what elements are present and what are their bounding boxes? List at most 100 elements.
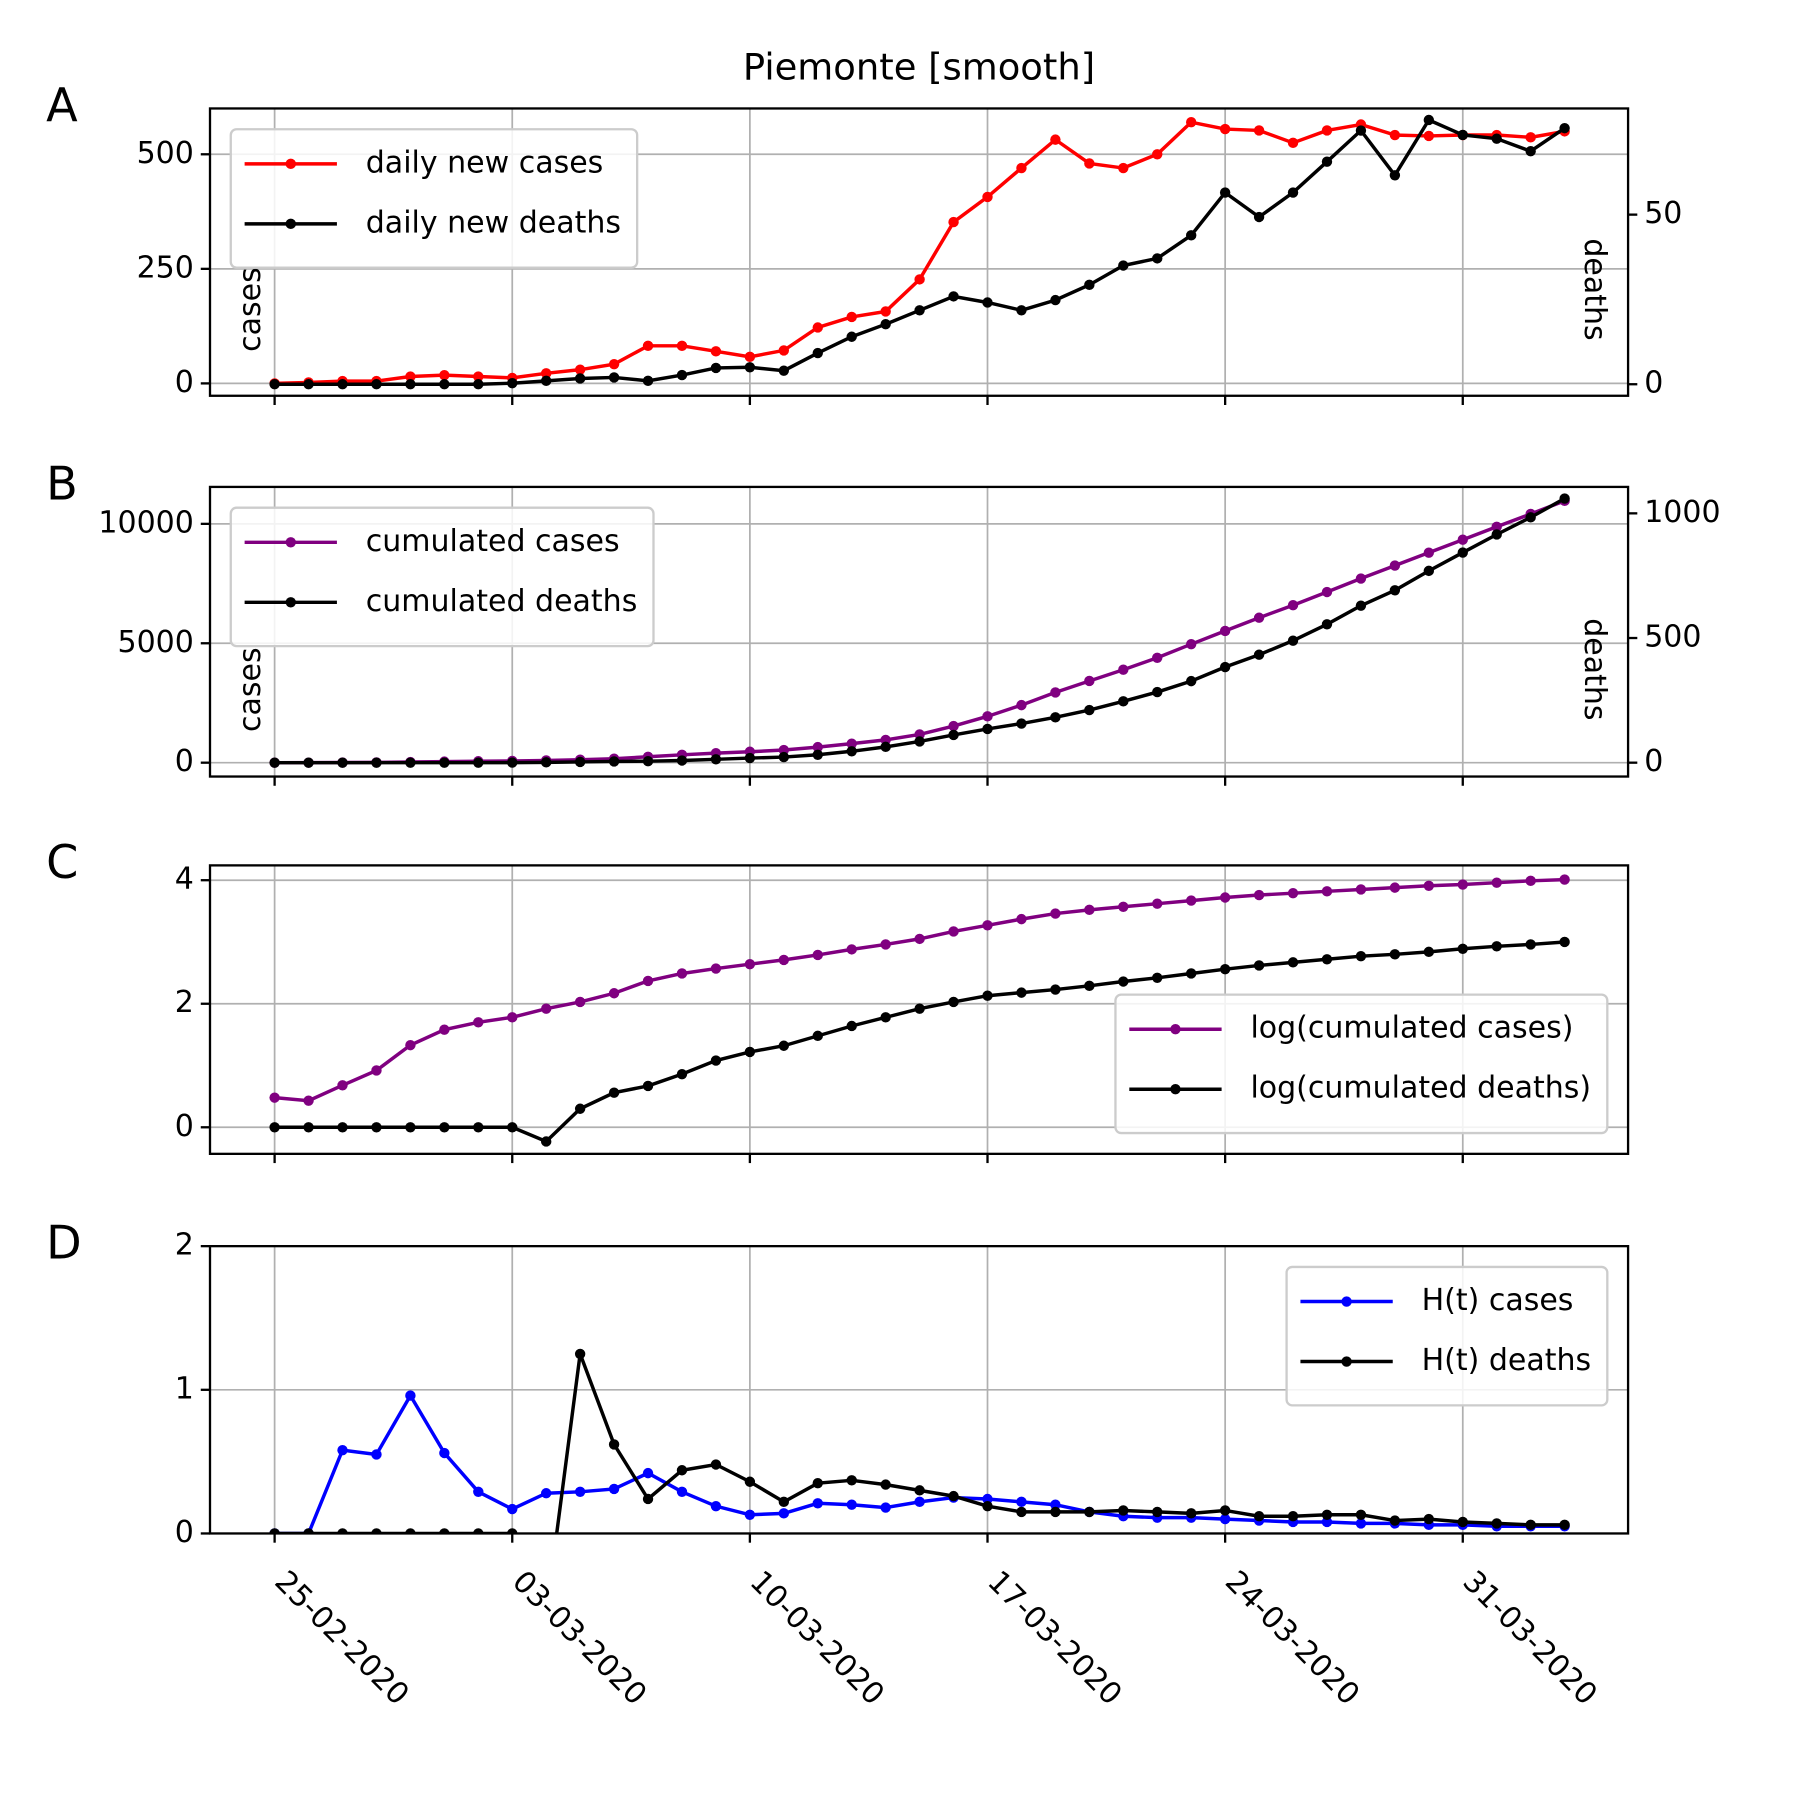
point xyxy=(1084,704,1095,716)
point xyxy=(948,291,959,302)
point xyxy=(1321,619,1333,630)
point xyxy=(778,365,790,376)
point xyxy=(710,1500,722,1512)
point xyxy=(676,340,688,352)
y-tick-label: 2 xyxy=(175,1228,194,1263)
point xyxy=(982,920,993,931)
legend-marker xyxy=(285,597,296,608)
point xyxy=(507,757,518,768)
point xyxy=(269,1122,280,1133)
point xyxy=(608,756,620,767)
point xyxy=(439,1447,450,1459)
y-tick-label: 500 xyxy=(137,136,194,171)
point xyxy=(676,1465,688,1476)
point xyxy=(982,711,993,722)
point xyxy=(642,1493,654,1505)
point xyxy=(1253,649,1265,660)
point xyxy=(1491,941,1502,952)
legend-label: cumulated deaths xyxy=(366,584,638,619)
point xyxy=(574,373,586,384)
point xyxy=(439,1024,450,1035)
point xyxy=(1084,158,1095,169)
point xyxy=(880,939,891,950)
y-axis-label: cases xyxy=(233,267,268,352)
point xyxy=(269,379,280,390)
legend-marker xyxy=(285,158,296,170)
point xyxy=(676,968,688,979)
point xyxy=(1016,1506,1027,1518)
point xyxy=(1186,117,1197,128)
y2-axis-label: deaths xyxy=(1577,618,1612,720)
point xyxy=(473,1486,484,1497)
point xyxy=(473,371,484,382)
y-tick-label: 5000 xyxy=(117,625,193,660)
point xyxy=(1219,1513,1231,1525)
point xyxy=(1287,1511,1299,1522)
point xyxy=(676,1068,688,1080)
point xyxy=(846,944,857,955)
point xyxy=(744,1046,756,1058)
panel-label: A xyxy=(46,78,78,132)
point xyxy=(1559,122,1570,134)
point xyxy=(812,1498,823,1509)
point xyxy=(439,379,450,390)
point xyxy=(371,1065,382,1076)
legend-marker xyxy=(285,537,296,548)
point xyxy=(1050,712,1061,723)
point xyxy=(880,741,891,753)
point xyxy=(1050,1506,1061,1518)
point xyxy=(1050,294,1061,306)
point xyxy=(1287,600,1299,611)
point xyxy=(1084,279,1095,291)
y2-tick-label: 500 xyxy=(1644,620,1701,655)
point xyxy=(642,755,654,767)
point xyxy=(1016,913,1027,925)
point xyxy=(948,926,959,937)
point xyxy=(1389,585,1401,596)
point xyxy=(574,1486,586,1497)
point xyxy=(337,1528,348,1534)
point xyxy=(1321,954,1333,965)
point xyxy=(1253,125,1265,136)
point xyxy=(439,757,450,768)
point xyxy=(1016,987,1027,998)
legend: H(t) cases H(t) deaths xyxy=(1285,1265,1609,1407)
point xyxy=(1118,1505,1129,1516)
point xyxy=(846,1475,857,1486)
y-tick-label: 0 xyxy=(175,1109,194,1144)
point xyxy=(473,379,484,390)
legend-label: H(t) cases xyxy=(1422,1283,1574,1318)
legend-label: daily new deaths xyxy=(366,205,621,240)
point xyxy=(541,1136,552,1147)
point xyxy=(371,757,382,768)
point xyxy=(1084,675,1095,687)
point xyxy=(1321,1509,1333,1520)
point xyxy=(914,1485,925,1496)
point xyxy=(1186,1508,1197,1519)
point xyxy=(1219,963,1231,975)
point xyxy=(1016,305,1027,316)
point xyxy=(1389,170,1401,181)
point xyxy=(744,362,756,373)
series xyxy=(269,114,1570,390)
point xyxy=(710,754,722,765)
point xyxy=(1457,534,1468,545)
point xyxy=(1321,586,1333,598)
point xyxy=(541,375,552,387)
point xyxy=(608,1483,620,1495)
point xyxy=(880,319,891,330)
point xyxy=(1525,132,1536,143)
point xyxy=(303,379,314,390)
panel-label: B xyxy=(46,456,78,510)
point xyxy=(982,297,993,308)
point xyxy=(541,1488,552,1499)
point xyxy=(371,1122,382,1133)
chart-title: Piemonte [smooth] xyxy=(743,46,1095,89)
point xyxy=(1389,882,1401,893)
series xyxy=(269,1390,1570,1534)
point xyxy=(1118,162,1129,174)
point xyxy=(337,1444,348,1456)
point xyxy=(1287,887,1299,899)
point xyxy=(1423,880,1435,891)
point xyxy=(405,1122,416,1133)
